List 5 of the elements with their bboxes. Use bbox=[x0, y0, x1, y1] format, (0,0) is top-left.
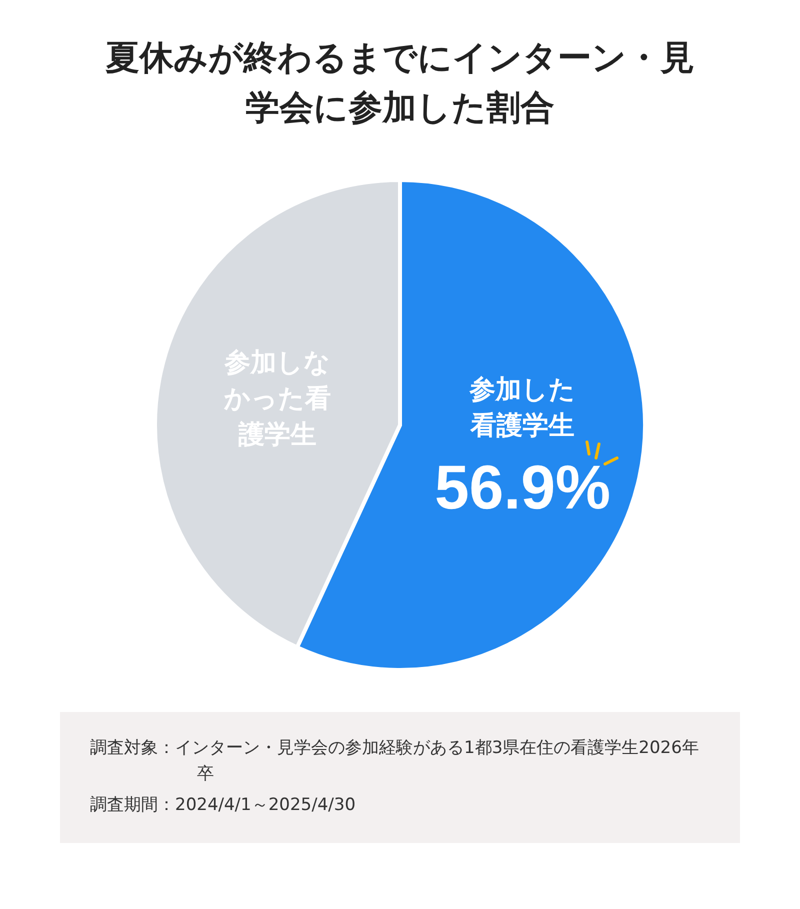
chart-title: 夏休みが終わるまでにインターン・見学会に参加した割合 bbox=[106, 39, 694, 127]
text: 調査対象：インターン・見学会の参加経験がある1都3県在住の看護学生2026年卒 bbox=[90, 737, 700, 786]
data-label: 56.9% bbox=[434, 453, 610, 522]
slice-label: 参加した看護学生 bbox=[468, 374, 576, 440]
text: 調査期間：2024/4/1～2025/4/30 bbox=[90, 794, 357, 817]
